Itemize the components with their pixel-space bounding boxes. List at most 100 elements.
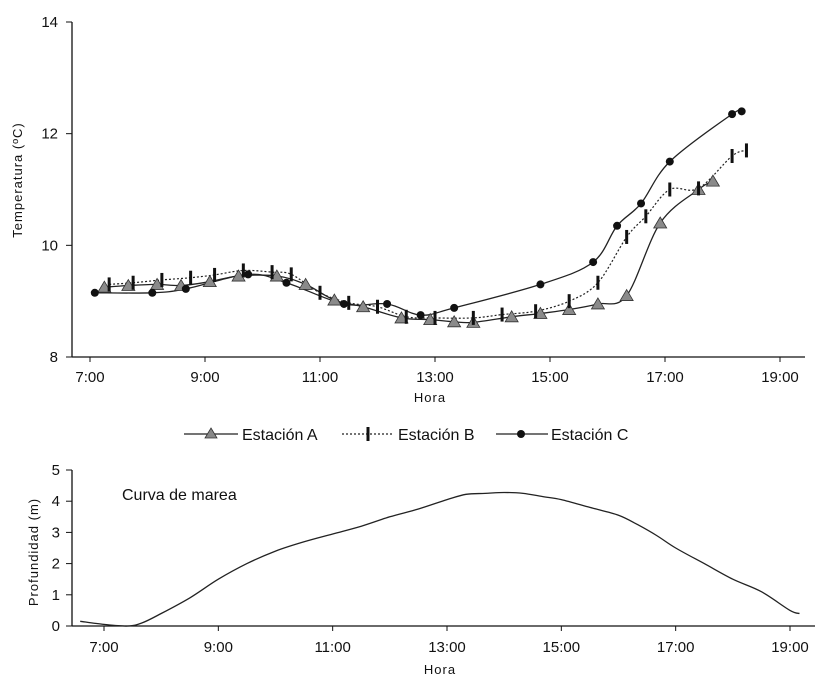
point-estacion-b [131,275,135,290]
legend-marker-estacion-c [517,430,525,438]
point-estacion-b [596,275,600,290]
point-estacion-c [148,288,157,297]
point-estacion-b [744,143,748,158]
point-estacion-a [231,269,246,282]
bottom-y-tick-label: 1 [52,587,60,604]
temperature-chart: 7:00 9:00 11:00 13:00 15:00 17:00 19:00 8 10 12 14… [10,14,805,405]
point-estacion-c [637,199,646,208]
point-estacion-b [376,299,379,314]
top-y-tick-label: 10 [41,237,58,254]
tide-annotation: Curva de marea [122,487,237,504]
point-estacion-a [394,311,409,324]
point-estacion-a [298,277,313,290]
bottom-y-axis-title: Profundidad (m) [26,498,41,606]
point-estacion-a [327,293,342,306]
bottom-x-tick-label: 17:00 [657,639,695,656]
legend-item-estacion-c: Estación C [496,427,628,444]
point-estacion-a [269,269,285,282]
point-estacion-b [730,149,734,163]
top-x-tick-label: 13:00 [416,369,454,386]
legend-label-estacion-a: Estación A [242,427,318,444]
bottom-y-tick-label: 4 [52,493,60,510]
legend-label-estacion-c: Estación C [551,427,628,444]
bottom-x-tick-label: 19:00 [771,639,809,656]
bottom-y-tick-label: 2 [52,556,60,573]
point-estacion-a [423,312,438,325]
top-x-tick-label: 19:00 [761,369,799,386]
legend-marker-estacion-b [366,427,370,441]
bottom-ticks: 7:00 9:00 11:00 13:00 15:00 17:00 19:00 0 1 2 3 4 5 [52,462,809,656]
point-estacion-c [728,110,737,119]
top-y-tick-label: 12 [41,126,58,143]
point-estacion-b [347,295,351,310]
bottom-y-tick-label: 0 [52,618,60,635]
point-estacion-b [567,294,571,309]
bottom-y-tick-label: 5 [52,462,60,479]
bottom-x-tick-label: 7:00 [89,639,118,656]
point-estacion-b [697,181,701,196]
point-estacion-b [160,272,164,287]
bottom-x-tick-label: 13:00 [428,639,466,656]
point-estacion-b [500,307,504,322]
point-estacion-c [536,280,545,289]
point-estacion-b [107,277,111,292]
point-estacion-a [202,274,217,288]
series-line-estacion-a [104,180,714,324]
top-ticks: 7:00 9:00 11:00 13:00 15:00 17:00 19:00 8 10 12 14 [41,14,798,386]
top-markers [90,107,748,328]
point-estacion-b [189,270,193,285]
point-estacion-c [665,157,674,166]
point-estacion-c [737,107,746,116]
point-estacion-a [561,302,577,315]
top-x-tick-label: 11:00 [302,369,338,386]
top-x-tick-label: 17:00 [646,369,684,386]
point-estacion-a [504,310,519,323]
top-y-tick-label: 8 [50,349,58,366]
point-estacion-a [149,277,165,290]
point-estacion-a [533,306,548,319]
point-estacion-c [339,299,348,308]
point-estacion-a [705,174,721,187]
tide-chart: 7:00 9:00 11:00 13:00 15:00 17:00 19:00012345 … [26,462,815,677]
top-series [94,109,747,324]
point-estacion-c [383,299,392,308]
point-estacion-a [97,280,112,293]
point-estacion-c [282,278,291,287]
top-y-axis-title: Temperatura (ºC) [10,122,25,237]
point-estacion-c [90,288,99,297]
legend-item-estacion-b: Estación B [342,427,474,444]
top-y-tick-label: 14 [41,14,58,31]
point-estacion-b [241,263,245,278]
point-estacion-c [244,270,253,279]
point-estacion-b [289,267,293,282]
point-estacion-b [471,310,475,325]
point-estacion-a [121,278,136,291]
top-x-axis-title: Hora [414,390,446,405]
legend-marker-estacion-a [204,427,218,439]
point-estacion-b [213,267,217,282]
point-estacion-a [619,288,634,301]
bottom-y-tick-label: 3 [52,524,60,541]
legend-label-estacion-b: Estación B [398,427,474,444]
point-estacion-a [590,297,606,310]
bottom-x-axis-title: Hora [424,662,456,677]
point-estacion-b [668,182,672,197]
bottom-x-tick-label: 9:00 [204,639,233,656]
point-estacion-a [446,315,462,328]
point-estacion-a [653,216,668,229]
point-estacion-b [318,285,322,300]
point-estacion-c [613,221,622,230]
point-estacion-b [534,304,538,319]
legend-item-estacion-a: Estación A [184,427,318,444]
top-x-tick-label: 7:00 [75,369,104,386]
tide-curve [80,491,800,627]
point-estacion-b [270,265,274,280]
top-x-tick-label: 15:00 [531,369,569,386]
point-estacion-b [644,209,648,224]
point-estacion-c [589,258,598,267]
point-estacion-b [433,310,437,325]
point-estacion-a [355,299,371,313]
point-estacion-c [416,311,425,320]
legend: Estación A Estación B Estación C [184,427,628,444]
